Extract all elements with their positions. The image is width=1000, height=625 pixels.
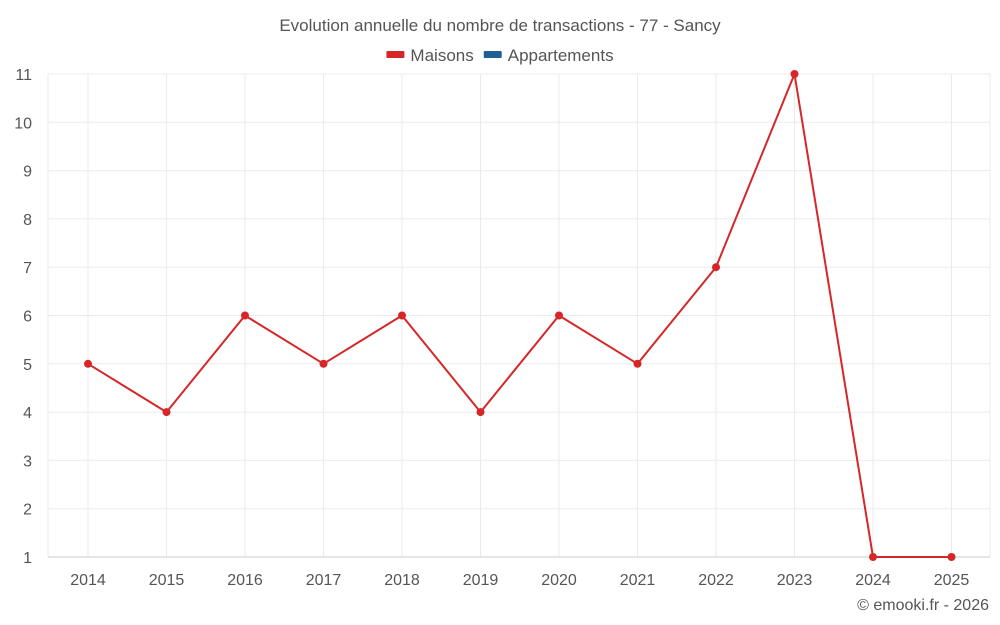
y-tick-label: 6 (23, 309, 32, 326)
data-point[interactable] (398, 311, 406, 320)
data-point[interactable] (790, 70, 799, 78)
data-point[interactable] (947, 553, 956, 561)
x-tick-label: 2025 (934, 572, 970, 589)
legend-swatch (483, 51, 502, 58)
y-tick-label: 4 (23, 405, 32, 422)
legend-swatch (386, 51, 405, 58)
data-point[interactable] (555, 311, 563, 320)
data-point[interactable] (84, 359, 92, 368)
y-tick-label: 1 (23, 550, 32, 567)
legend-item-appartements[interactable]: Appartements (483, 46, 614, 65)
y-tick-label: 5 (23, 357, 32, 374)
y-tick-label: 8 (23, 212, 32, 229)
y-tick-label: 9 (23, 164, 32, 181)
x-tick-label: 2016 (227, 572, 263, 589)
legend-label: Maisons (410, 46, 473, 65)
x-tick-labels: 2014 2015 2016 2017 2018 2019 2020 2021 2022 2023… (70, 572, 969, 589)
data-point[interactable] (633, 359, 642, 368)
data-point[interactable] (162, 408, 171, 417)
x-tick-label: 2014 (70, 572, 106, 589)
x-tick-label: 2023 (777, 572, 813, 589)
data-point[interactable] (241, 311, 249, 320)
data-point[interactable] (476, 408, 485, 417)
credit-text: © emooki.fr - 2026 (857, 597, 989, 614)
x-tick-label: 2021 (620, 572, 656, 589)
y-gridlines (48, 73, 990, 510)
y-tick-label: 2 (23, 502, 32, 519)
series-layer (84, 70, 956, 561)
y-tick-labels: 1 2 3 4 5 6 7 8 9 10 11 (14, 67, 32, 567)
legend[interactable]: Maisons Appartements (386, 46, 614, 65)
y-tick-label: 11 (15, 67, 32, 84)
y-tick-label: 3 (23, 453, 32, 470)
x-tick-label: 2019 (463, 572, 499, 589)
legend-label: Appartements (508, 46, 614, 65)
data-point[interactable] (319, 359, 328, 368)
data-point[interactable] (712, 263, 720, 272)
series-line-maisons (87, 73, 952, 558)
chart-title: Evolution annuelle du nombre de transact… (279, 16, 721, 35)
x-tick-label: 2022 (698, 572, 734, 589)
legend-item-maisons[interactable]: Maisons (386, 46, 474, 65)
x-tick-label: 2020 (541, 572, 577, 589)
x-tick-label: 2018 (384, 572, 420, 589)
x-tick-label: 2015 (149, 572, 185, 589)
x-tick-label: 2017 (306, 572, 342, 589)
y-tick-label: 7 (23, 260, 32, 277)
x-tick-label: 2024 (855, 572, 891, 589)
data-point[interactable] (869, 553, 877, 561)
y-tick-label: 10 (14, 115, 32, 132)
